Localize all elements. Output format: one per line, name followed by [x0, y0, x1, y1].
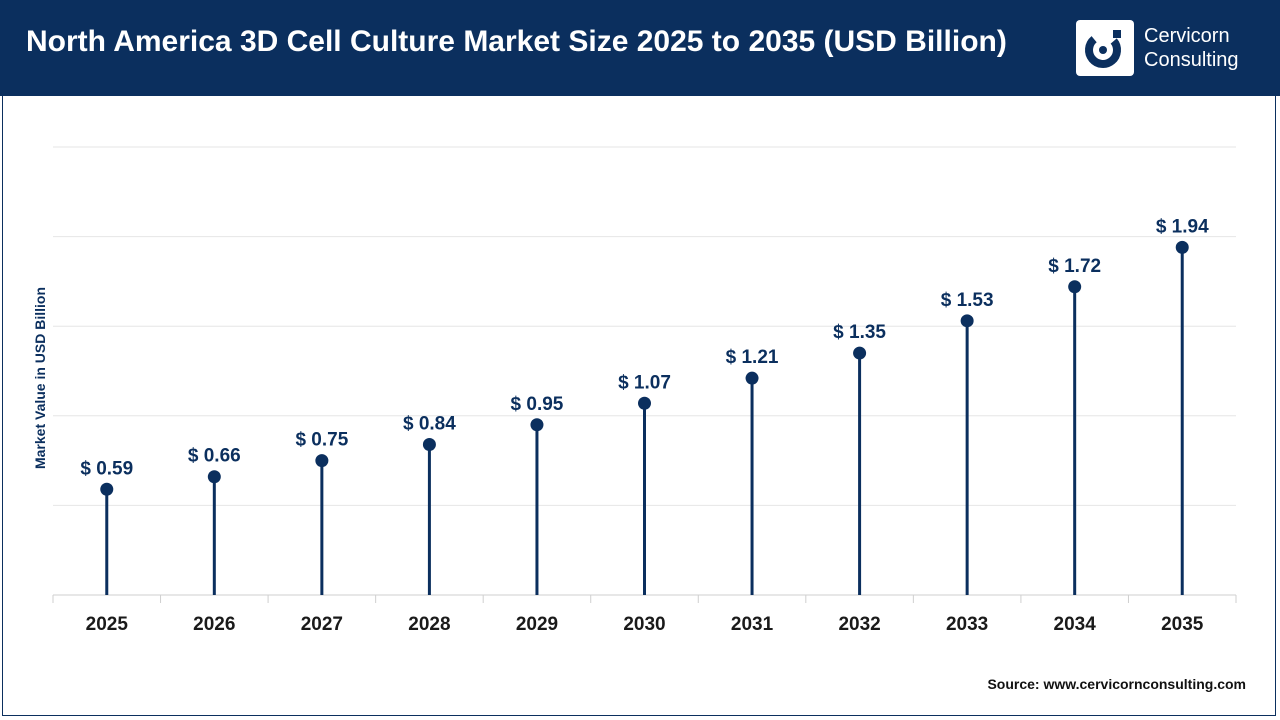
chart-frame — [2, 96, 1276, 716]
lollipop-point — [745, 371, 759, 385]
data-label: $ 1.94 — [1156, 216, 1209, 237]
x-tick-label: 2030 — [623, 614, 665, 635]
x-tick-label: 2027 — [301, 614, 343, 635]
lollipop-point — [1068, 280, 1082, 294]
data-label: $ 0.75 — [295, 430, 348, 451]
logo-line-1: Cervicorn — [1144, 25, 1230, 47]
lollipop-point — [853, 346, 867, 360]
x-tick-label: 2031 — [731, 614, 774, 635]
data-label: $ 1.53 — [941, 290, 994, 311]
lollipop-point — [638, 396, 651, 410]
y-axis-label: Market Value in USD Billion — [32, 287, 48, 469]
data-label: $ 0.59 — [80, 458, 133, 479]
chart-title: North America 3D Cell Culture Market Siz… — [26, 25, 1007, 58]
x-tick-label: 2029 — [516, 614, 558, 635]
company-logo: Cervicorn Consulting — [1076, 18, 1266, 78]
data-label: $ 1.07 — [618, 372, 671, 393]
lollipop-point — [530, 418, 544, 432]
x-tick-label: 2032 — [838, 614, 880, 635]
lollipop-point — [960, 314, 974, 328]
x-tick-label: 2025 — [86, 614, 129, 635]
lollipop-point — [1175, 240, 1189, 254]
data-label: $ 0.95 — [511, 394, 564, 415]
data-label: $ 0.66 — [188, 446, 241, 467]
logo-text: Cervicorn Consulting — [1144, 24, 1239, 72]
lollipop-point — [422, 437, 436, 451]
data-label: $ 1.35 — [833, 322, 886, 343]
x-tick-label: 2035 — [1161, 614, 1204, 635]
x-tick-label: 2028 — [408, 614, 450, 635]
lollipop-point — [315, 454, 329, 468]
lollipop-point — [100, 482, 114, 496]
logo-line-2: Consulting — [1144, 49, 1239, 71]
data-label: $ 0.84 — [403, 413, 456, 434]
header-bar: North America 3D Cell Culture Market Siz… — [0, 0, 1280, 96]
lollipop-point — [207, 470, 221, 484]
data-label: $ 1.72 — [1048, 256, 1101, 277]
source-note: Source: www.cervicornconsulting.com — [987, 676, 1246, 692]
x-tick-label: 2034 — [1054, 614, 1097, 635]
x-tick-label: 2026 — [193, 614, 235, 635]
logo-mark-icon — [1076, 20, 1134, 76]
x-tick-label: 2033 — [946, 614, 988, 635]
data-label: $ 1.21 — [726, 347, 779, 368]
